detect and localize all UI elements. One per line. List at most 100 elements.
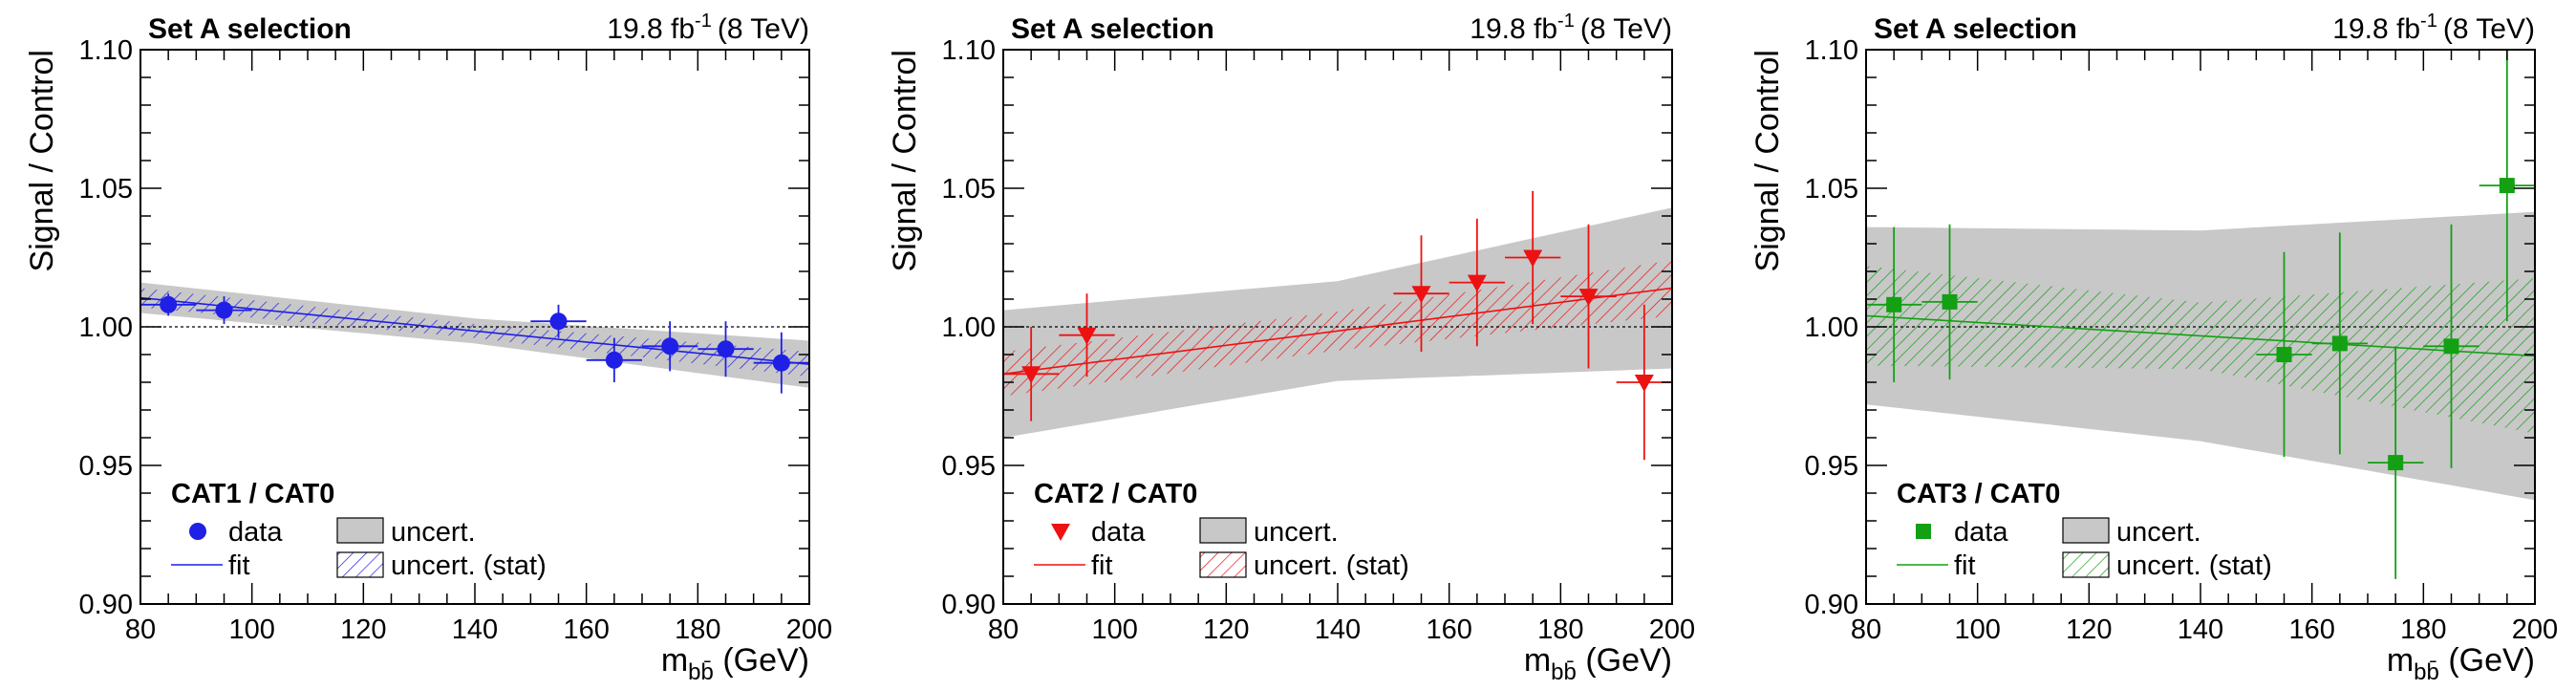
legend-title: CAT2 / CAT0 — [1034, 479, 1197, 509]
data-marker — [2443, 338, 2459, 355]
x-tick-label: 120 — [2066, 615, 2112, 645]
data-marker — [2276, 347, 2292, 362]
y-tick-label: 1.05 — [79, 174, 133, 205]
data-marker — [2499, 178, 2515, 194]
data-marker — [1578, 289, 1599, 307]
x-tick-label: 100 — [228, 615, 274, 645]
x-tick-label: 140 — [452, 615, 498, 645]
y-tick-label: 1.10 — [79, 35, 133, 66]
legend-uncert-label: uncert. — [391, 517, 476, 548]
fit-line — [140, 296, 809, 365]
x-tick-label: 160 — [1426, 615, 1471, 645]
x-axis-title-unit: (GeV) — [1577, 642, 1672, 679]
data-marker — [1467, 274, 1487, 292]
data-marker — [1523, 249, 1543, 268]
x-tick-label: 180 — [675, 615, 720, 645]
x-axis-title: mbb̄ (GeV) — [661, 642, 809, 685]
chart-panel-3: 80 100 120 140 160 180 200 0.90 0.95 1.00 1.05 1.10… — [1750, 11, 2558, 685]
luminosity-value: 19.8 fb — [2332, 13, 2420, 45]
x-axis-title-subscript: bb̄ — [688, 659, 714, 685]
legend-data-marker — [189, 523, 206, 540]
energy-label: (8 TeV) — [1580, 13, 1672, 45]
x-tick-label: 100 — [1954, 615, 2000, 645]
data-point — [1560, 224, 1617, 369]
data-marker — [1886, 296, 1902, 313]
y-tick-label: 1.05 — [942, 174, 996, 205]
y-tick-label: 0.90 — [942, 590, 996, 620]
legend-data-label: data — [228, 517, 283, 548]
legend-uncert-label: uncert. — [2116, 517, 2201, 548]
x-axis-title-var: m — [1524, 642, 1551, 679]
data-marker — [1077, 327, 1097, 345]
data-marker — [2388, 455, 2404, 471]
legend-uncert-swatch — [2062, 517, 2110, 544]
chart-panel-1: 80 100 120 140 160 180 200 0.90 0.95 1.00 1.05 1.10… — [24, 11, 832, 685]
data-point — [2256, 251, 2312, 458]
luminosity-exponent: -1 — [2420, 11, 2437, 32]
plot-area — [140, 282, 809, 394]
x-tick-label: 120 — [340, 615, 386, 645]
data-point — [698, 321, 754, 377]
x-tick-label: 120 — [1203, 615, 1249, 645]
legend-uncert-stat-swatch — [336, 551, 384, 578]
uncertainty-band-stat — [140, 288, 809, 377]
data-point — [140, 293, 197, 316]
luminosity-label: 19.8 fb-1 (8 TeV) — [607, 11, 809, 45]
x-tick-label: 160 — [2288, 615, 2334, 645]
legend-data-marker — [1916, 524, 1931, 539]
fit-line — [1866, 314, 2535, 357]
y-tick-label: 0.95 — [79, 451, 133, 482]
plot-area — [1866, 50, 2535, 579]
x-axis: 80 100 120 140 160 180 200 — [125, 50, 832, 645]
x-tick-label: 80 — [1851, 615, 1881, 645]
x-axis-title-subscript: bb̄ — [1551, 659, 1577, 685]
data-point — [642, 321, 698, 372]
data-marker — [1411, 286, 1431, 304]
legend-fit-label: fit — [1954, 550, 1976, 581]
x-axis-title: mbb̄ (GeV) — [2387, 642, 2535, 685]
data-point — [1505, 190, 1561, 325]
data-point — [586, 337, 642, 382]
x-axis-title-var: m — [2387, 642, 2414, 679]
y-tick-label: 1.10 — [1805, 35, 1858, 66]
legend-uncert-stat-swatch — [1199, 551, 1247, 578]
data-point — [753, 332, 809, 394]
x-axis-title-unit: (GeV) — [714, 642, 809, 679]
luminosity-label: 19.8 fb-1 (8 TeV) — [1470, 11, 1672, 45]
x-tick-label: 200 — [786, 615, 832, 645]
data-marker — [1021, 366, 1041, 384]
uncertainty-band-stat — [1866, 266, 2535, 434]
data-marker — [605, 351, 623, 369]
legend-fit-label: fit — [228, 550, 250, 581]
energy-label: (8 TeV) — [2443, 13, 2535, 45]
y-tick-label: 0.95 — [1805, 451, 1858, 482]
luminosity-value: 19.8 fb — [607, 13, 695, 45]
legend-data-label: data — [1954, 517, 2008, 548]
selection-label: Set A selection — [1011, 13, 1214, 45]
uncertainty-band-stat — [1003, 260, 1672, 397]
data-marker — [772, 354, 790, 372]
data-point — [2368, 346, 2424, 579]
y-tick-label: 1.00 — [942, 313, 996, 343]
selection-label: Set A selection — [148, 13, 352, 45]
luminosity-exponent: -1 — [695, 11, 712, 32]
data-point — [1059, 293, 1115, 377]
data-point — [2479, 50, 2535, 322]
data-point — [1921, 224, 1978, 380]
y-axis-title: Signal / Control — [24, 50, 60, 271]
y-tick-label: 0.95 — [942, 451, 996, 482]
y-tick-label: 1.10 — [942, 35, 996, 66]
legend-uncert-swatch — [1199, 517, 1247, 544]
data-point — [530, 304, 587, 338]
fit-line — [1003, 287, 1672, 376]
legend-fit-label: fit — [1091, 550, 1113, 581]
data-point — [196, 296, 252, 325]
data-point — [1003, 327, 1060, 421]
x-axis: 80 100 120 140 160 180 200 — [1851, 50, 2558, 645]
y-tick-label: 1.05 — [1805, 174, 1858, 205]
y-tick-label: 1.00 — [1805, 313, 1858, 343]
x-tick-label: 80 — [125, 615, 156, 645]
x-axis-title-var: m — [661, 642, 688, 679]
